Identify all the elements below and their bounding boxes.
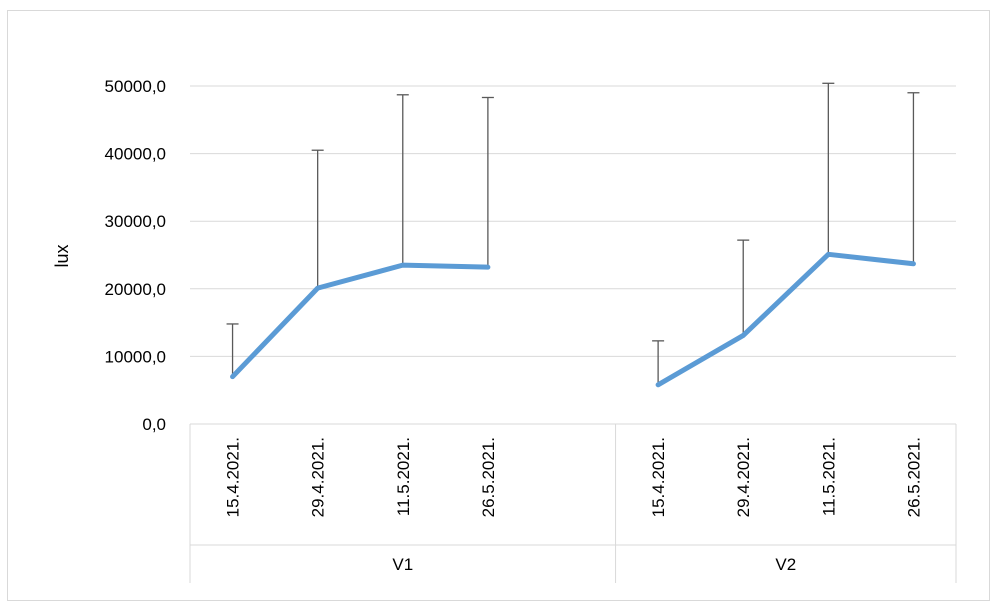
y-tick-label: 30000,0 bbox=[105, 212, 166, 231]
x-category-label: 11.5.2021. bbox=[819, 437, 838, 516]
x-category-label: 29.4.2021. bbox=[734, 437, 753, 517]
x-group-label: V1 bbox=[392, 555, 413, 574]
y-tick-label: 40000,0 bbox=[105, 145, 166, 164]
x-category-label: 26.5.2021. bbox=[904, 437, 923, 517]
y-tick-label: 50000,0 bbox=[105, 77, 166, 96]
y-axis-label: lux bbox=[52, 244, 72, 267]
y-tick-label: 20000,0 bbox=[105, 280, 166, 299]
series-line bbox=[230, 262, 491, 380]
x-category-label: 15.4.2021. bbox=[649, 437, 668, 517]
x-category-label: 11.5.2021. bbox=[394, 437, 413, 516]
chart-frame bbox=[7, 10, 990, 601]
y-tick-label: 0,0 bbox=[142, 415, 166, 434]
series-line bbox=[655, 251, 916, 388]
y-tick-label: 10000,0 bbox=[105, 347, 166, 366]
x-category-label: 15.4.2021. bbox=[224, 437, 243, 517]
x-group-label: V2 bbox=[775, 555, 796, 574]
x-category-label: 29.4.2021. bbox=[309, 437, 328, 517]
x-category-label: 26.5.2021. bbox=[479, 437, 498, 517]
